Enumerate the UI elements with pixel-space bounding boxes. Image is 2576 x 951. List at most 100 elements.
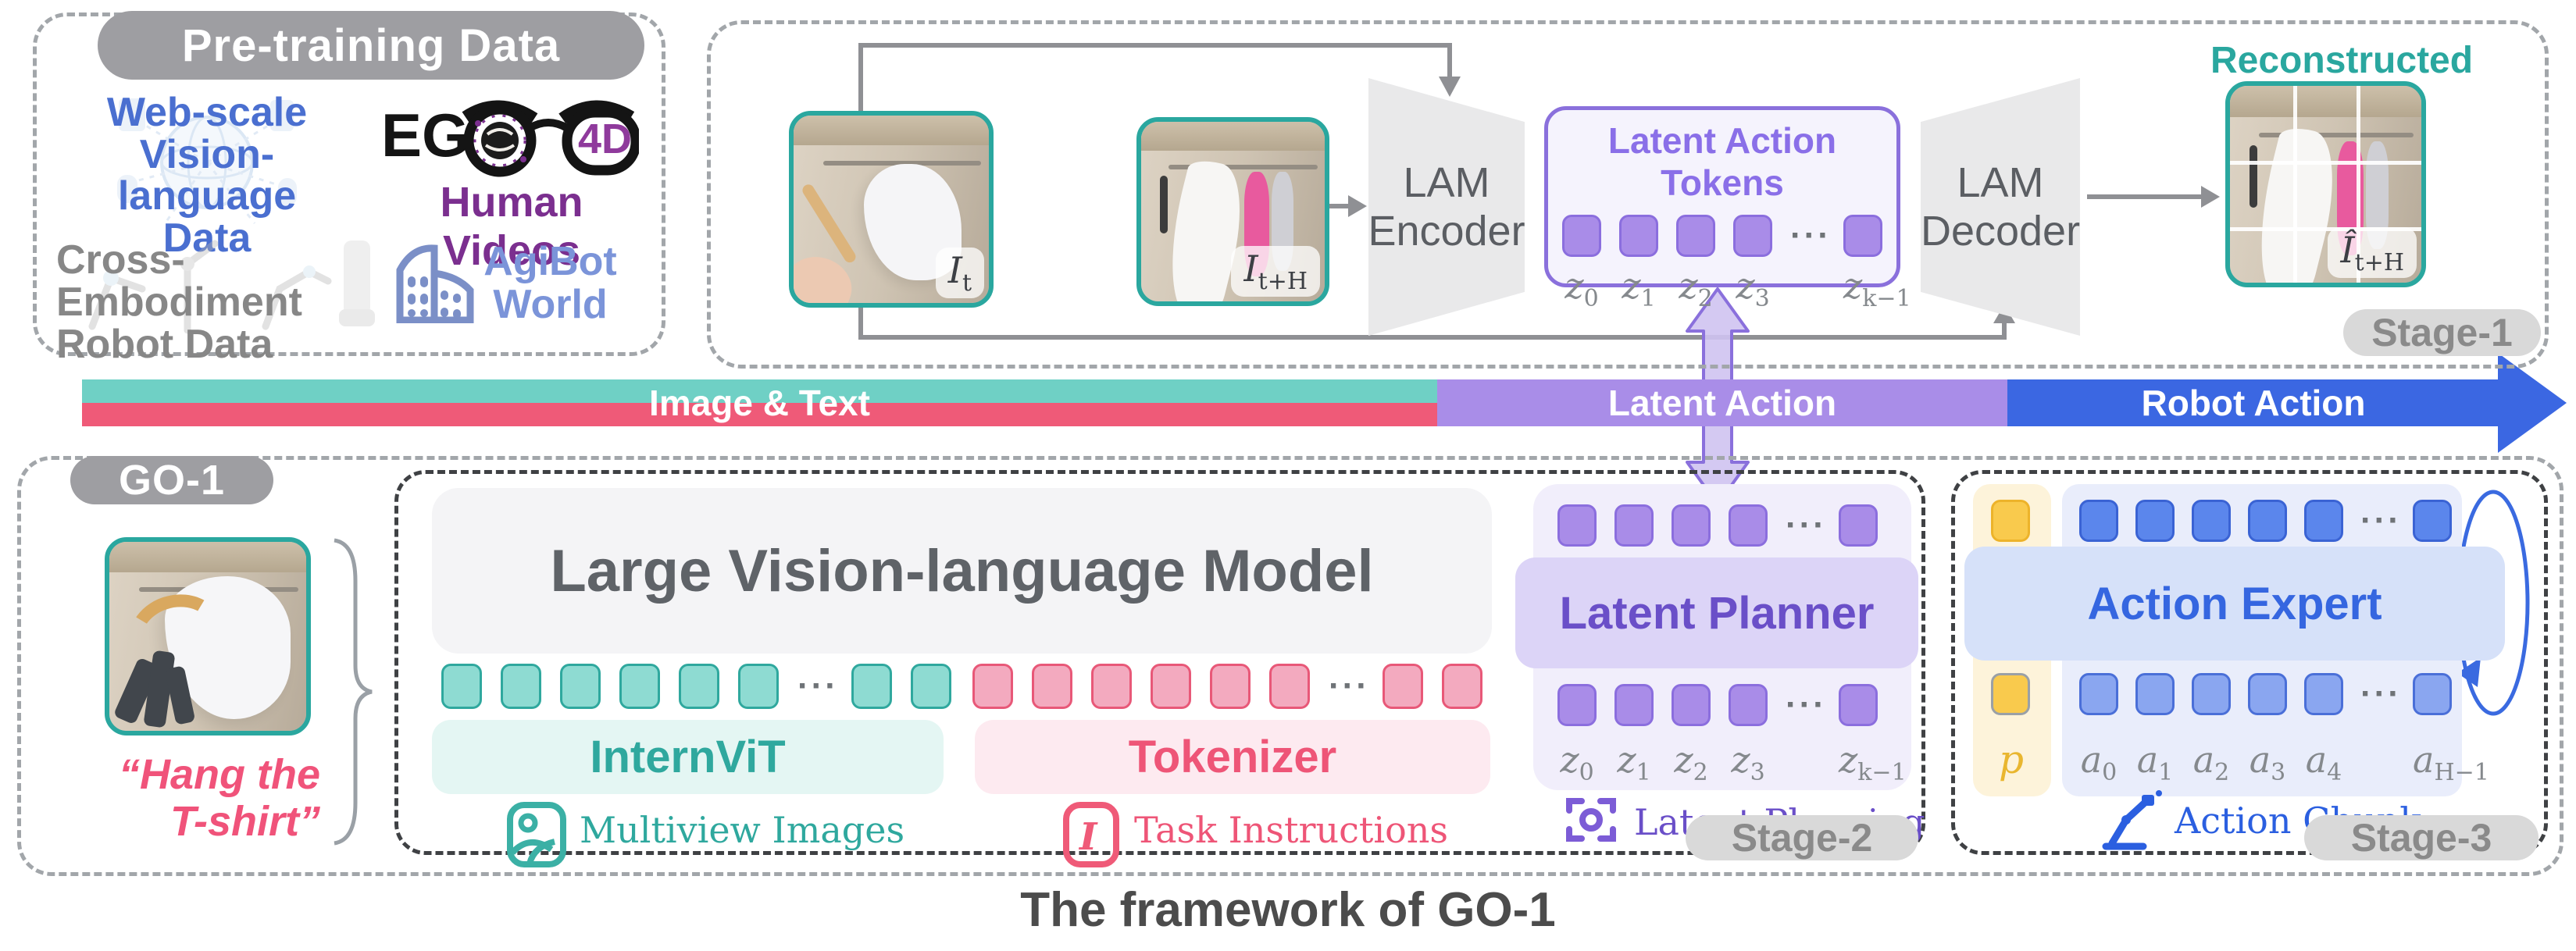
it-base: I bbox=[947, 248, 962, 291]
lvlm-box: Large Vision-language Model bbox=[432, 488, 1492, 654]
token bbox=[1210, 664, 1251, 709]
web-scale-label: Web-scale Vision-language Data bbox=[62, 91, 351, 261]
token-label: a2 bbox=[2192, 739, 2230, 787]
robot-arms-decoration bbox=[88, 240, 375, 334]
token bbox=[972, 664, 1013, 709]
token bbox=[1733, 215, 1772, 257]
token bbox=[501, 664, 541, 709]
token-label: z1 bbox=[1617, 739, 1651, 787]
token bbox=[2192, 673, 2231, 715]
token bbox=[2079, 500, 2118, 542]
action-expert-box: Action Expert bbox=[1964, 547, 2505, 661]
grid-line bbox=[2230, 227, 2421, 232]
token bbox=[619, 664, 660, 709]
task-instructions-icon: I bbox=[1063, 802, 1119, 867]
token bbox=[1614, 504, 1654, 547]
ith-sub: t+H bbox=[1258, 268, 1308, 295]
go1-observation-image bbox=[105, 537, 311, 736]
cross-embodiment-line1: Cross-Embodiment bbox=[56, 237, 302, 326]
token bbox=[1672, 504, 1711, 547]
proprio-label: p bbox=[1991, 737, 2032, 782]
agibot-world-label: AgiBot World bbox=[478, 240, 623, 326]
multiview-images-icon bbox=[507, 802, 566, 867]
token-label: zk−1 bbox=[1839, 739, 1907, 787]
human-videos-label: Human Videos bbox=[375, 178, 648, 275]
proprio-label-text: p bbox=[1998, 737, 2024, 782]
figure-caption: The framework of GO-1 bbox=[0, 882, 2576, 938]
token bbox=[851, 664, 892, 709]
stage3-badge: Stage-3 bbox=[2304, 815, 2539, 860]
photo-door-handle bbox=[2249, 144, 2257, 208]
latent-token-labels: z0 z1 z2 z3 zk−1 bbox=[1548, 265, 1911, 313]
token-label: z0 bbox=[1560, 739, 1594, 787]
latent-planner-title: Latent Planner bbox=[1559, 587, 1875, 639]
proprio-token-top bbox=[1991, 500, 2030, 542]
stage1-badge-text: Stage-1 bbox=[2371, 311, 2513, 354]
token bbox=[2135, 500, 2175, 542]
instruction-line2: T-shirt” bbox=[169, 798, 320, 846]
bar-robot-action: Robot Action bbox=[2007, 379, 2499, 426]
planner-token-row-bottom: ··· bbox=[1557, 684, 1878, 726]
caption-text: The framework of GO-1 bbox=[1020, 883, 1556, 937]
bar-latent-action: Latent Action bbox=[1437, 379, 2007, 426]
planner-token-labels: z0 z1 z2 z3 zk−1 bbox=[1557, 739, 1907, 787]
token bbox=[2248, 673, 2287, 715]
lvlm-title: Large Vision-language Model bbox=[550, 537, 1374, 604]
arrowhead-right bbox=[1348, 195, 1367, 217]
pretraining-title-pill: Pre-training Data bbox=[98, 11, 644, 80]
robot-action-arrowhead bbox=[2498, 353, 2567, 453]
token bbox=[2192, 500, 2231, 542]
ellipsis: ··· bbox=[2360, 501, 2402, 540]
image-it: It bbox=[789, 111, 994, 308]
token-label: aH−1 bbox=[2413, 739, 2489, 787]
token bbox=[1091, 664, 1132, 709]
photo-shelf bbox=[1141, 122, 1325, 151]
web-scale-line3: Data bbox=[162, 215, 252, 261]
stage1-box bbox=[707, 20, 2549, 369]
stage1-badge: Stage-1 bbox=[2343, 309, 2541, 356]
token bbox=[1676, 215, 1715, 257]
token-label: z3 bbox=[1731, 739, 1765, 787]
web-globe-decoration bbox=[117, 98, 297, 226]
bar-image-text-label: Image & Text bbox=[649, 383, 870, 423]
token bbox=[1839, 684, 1878, 726]
image-ith-label: It+H bbox=[1231, 245, 1320, 297]
token bbox=[1032, 664, 1072, 709]
action-expert-title: Action Expert bbox=[2087, 578, 2382, 629]
token-label: z3 bbox=[1736, 265, 1770, 313]
tokenizer-title: Tokenizer bbox=[1128, 732, 1337, 782]
image-recon-label: Ît+H bbox=[2328, 226, 2417, 278]
token bbox=[1729, 684, 1768, 726]
action-chunk-robot-icon bbox=[2102, 790, 2162, 850]
photo-shelf bbox=[2230, 86, 2421, 118]
token bbox=[1557, 504, 1597, 547]
token bbox=[679, 664, 719, 709]
token bbox=[1442, 664, 1482, 709]
image-reconstructed: Ît+H bbox=[2225, 81, 2426, 287]
token bbox=[738, 664, 779, 709]
action-token-row-top: ··· bbox=[2079, 500, 2452, 542]
grid-line bbox=[2292, 86, 2297, 283]
lam-decoder: LAM Decoder bbox=[1921, 78, 2080, 336]
token bbox=[911, 664, 951, 709]
ego4d-4d-text: 4D bbox=[578, 116, 632, 162]
recon-base: Î bbox=[2340, 228, 2355, 271]
token-label: a0 bbox=[2080, 739, 2118, 787]
action-loop-arrowhead bbox=[2457, 657, 2481, 687]
arrowhead-down bbox=[1439, 77, 1461, 97]
photo-rod bbox=[822, 160, 981, 166]
latent-planner-box: Latent Planner bbox=[1515, 557, 1918, 668]
stage2-box bbox=[394, 470, 1925, 855]
token bbox=[1383, 664, 1423, 709]
token bbox=[2413, 500, 2452, 542]
token bbox=[1839, 504, 1878, 547]
ellipsis: ··· bbox=[2360, 675, 2402, 713]
proprio-token-bottom bbox=[1991, 673, 2030, 715]
planner-token-row-top: ··· bbox=[1557, 504, 1878, 547]
token bbox=[1269, 664, 1310, 709]
tokenizer-box: Tokenizer bbox=[975, 720, 1490, 794]
token bbox=[1562, 215, 1601, 257]
ego4d-eg-text: EG bbox=[381, 101, 469, 169]
ellipsis: ··· bbox=[1790, 216, 1832, 255]
